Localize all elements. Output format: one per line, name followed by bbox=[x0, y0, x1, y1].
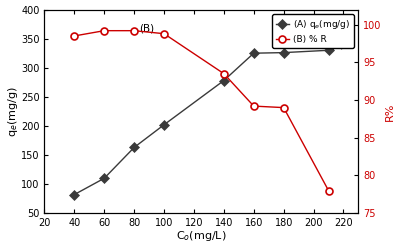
(A) q$_e$(mg/g) bbox=[281, 51, 286, 54]
(B) % R bbox=[326, 189, 331, 192]
(B) % R bbox=[72, 34, 77, 37]
(A) q$_e$(mg/g) bbox=[72, 193, 77, 196]
(A) q$_e$(mg/g) bbox=[132, 146, 136, 149]
Y-axis label: q$_e$(mg/g): q$_e$(mg/g) bbox=[6, 86, 20, 137]
(A) q$_e$(mg/g) bbox=[251, 52, 256, 55]
(B) % R bbox=[281, 106, 286, 109]
Text: (a): (a) bbox=[330, 39, 344, 49]
(A) q$_e$(mg/g) bbox=[222, 79, 226, 82]
(A) q$_e$(mg/g) bbox=[102, 177, 107, 180]
Y-axis label: R%: R% bbox=[384, 102, 394, 121]
(B) % R bbox=[102, 29, 107, 32]
Line: (B) % R: (B) % R bbox=[71, 27, 332, 194]
(B) % R bbox=[251, 105, 256, 108]
(B) % R bbox=[162, 32, 166, 35]
X-axis label: C$_o$(mg/L): C$_o$(mg/L) bbox=[176, 229, 227, 244]
(B) % R bbox=[132, 29, 136, 32]
(A) q$_e$(mg/g) bbox=[326, 49, 331, 52]
Text: (B): (B) bbox=[139, 24, 154, 34]
Line: (A) q$_e$(mg/g): (A) q$_e$(mg/g) bbox=[71, 47, 332, 198]
(A) q$_e$(mg/g) bbox=[162, 123, 166, 126]
(B) % R bbox=[222, 72, 226, 75]
Legend: (A) q$_e$(mg/g), (B) % R: (A) q$_e$(mg/g), (B) % R bbox=[272, 14, 354, 48]
